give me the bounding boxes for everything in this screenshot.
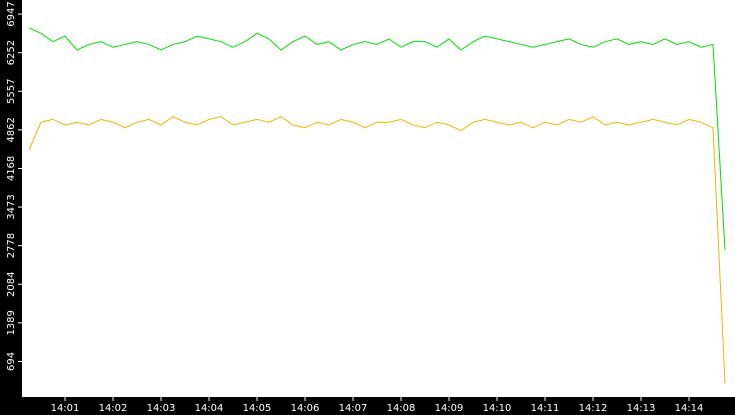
x-tick-label: 14:08 (387, 403, 416, 414)
x-tick-label: 14:13 (627, 403, 656, 414)
y-tick-label: 1389 (6, 310, 17, 335)
x-tick-label: 14:09 (435, 403, 464, 414)
y-axis-bar (0, 0, 22, 415)
x-tick-label: 14:11 (531, 403, 560, 414)
y-tick-label: 2084 (6, 271, 17, 296)
x-tick-label: 14:04 (195, 403, 224, 414)
x-tick-label: 14:02 (99, 403, 128, 414)
x-tick-label: 14:14 (675, 403, 704, 414)
y-tick-label: 5557 (6, 79, 17, 104)
y-tick-label: 4168 (6, 156, 17, 181)
series-line (28, 27, 726, 251)
y-tick-label: 6947 (6, 1, 17, 26)
y-tick-label: 6252 (6, 40, 17, 65)
x-tick-label: 14:07 (339, 403, 368, 414)
x-tick-label: 14:03 (147, 403, 176, 414)
x-tick-label: 14:05 (243, 403, 272, 414)
x-tick-label: 14:01 (51, 403, 80, 414)
y-tick-label: 3473 (6, 194, 17, 219)
x-tick-label: 14:06 (291, 403, 320, 414)
series-line (28, 116, 726, 384)
x-tick-label: 14:12 (579, 403, 608, 414)
x-tick-label: 14:10 (483, 403, 512, 414)
y-tick-label: 4862 (6, 117, 17, 142)
y-tick-label: 694 (6, 352, 17, 371)
y-tick-label: 2778 (6, 233, 17, 258)
x-axis-bar (0, 397, 735, 415)
